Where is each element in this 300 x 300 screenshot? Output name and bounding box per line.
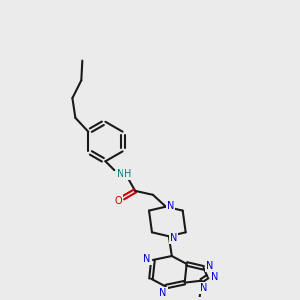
Text: N: N bbox=[159, 287, 167, 298]
Text: N: N bbox=[211, 272, 218, 282]
Text: N: N bbox=[167, 201, 175, 211]
Text: N: N bbox=[206, 261, 213, 271]
Text: N: N bbox=[143, 254, 151, 264]
Text: N: N bbox=[170, 233, 178, 243]
Text: N: N bbox=[200, 283, 207, 292]
Text: O: O bbox=[115, 196, 122, 206]
Text: H: H bbox=[124, 169, 131, 179]
Text: N: N bbox=[117, 169, 124, 179]
